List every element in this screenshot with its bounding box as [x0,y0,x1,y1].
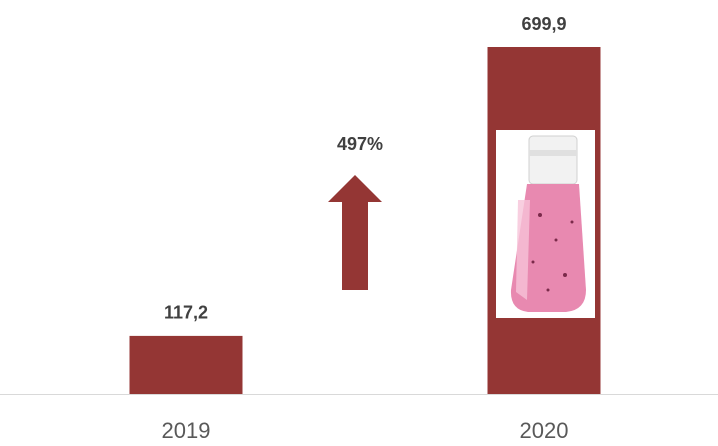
up-arrow [328,175,382,290]
x-tick-label: 2019 [162,418,211,443]
value-label: 117,2 [164,303,208,323]
product-image [496,130,595,318]
x-tick-label: 2020 [520,418,569,443]
growth-annotation: 497% [337,134,383,154]
bar [129,335,243,394]
value-label: 699,9 [521,14,566,34]
